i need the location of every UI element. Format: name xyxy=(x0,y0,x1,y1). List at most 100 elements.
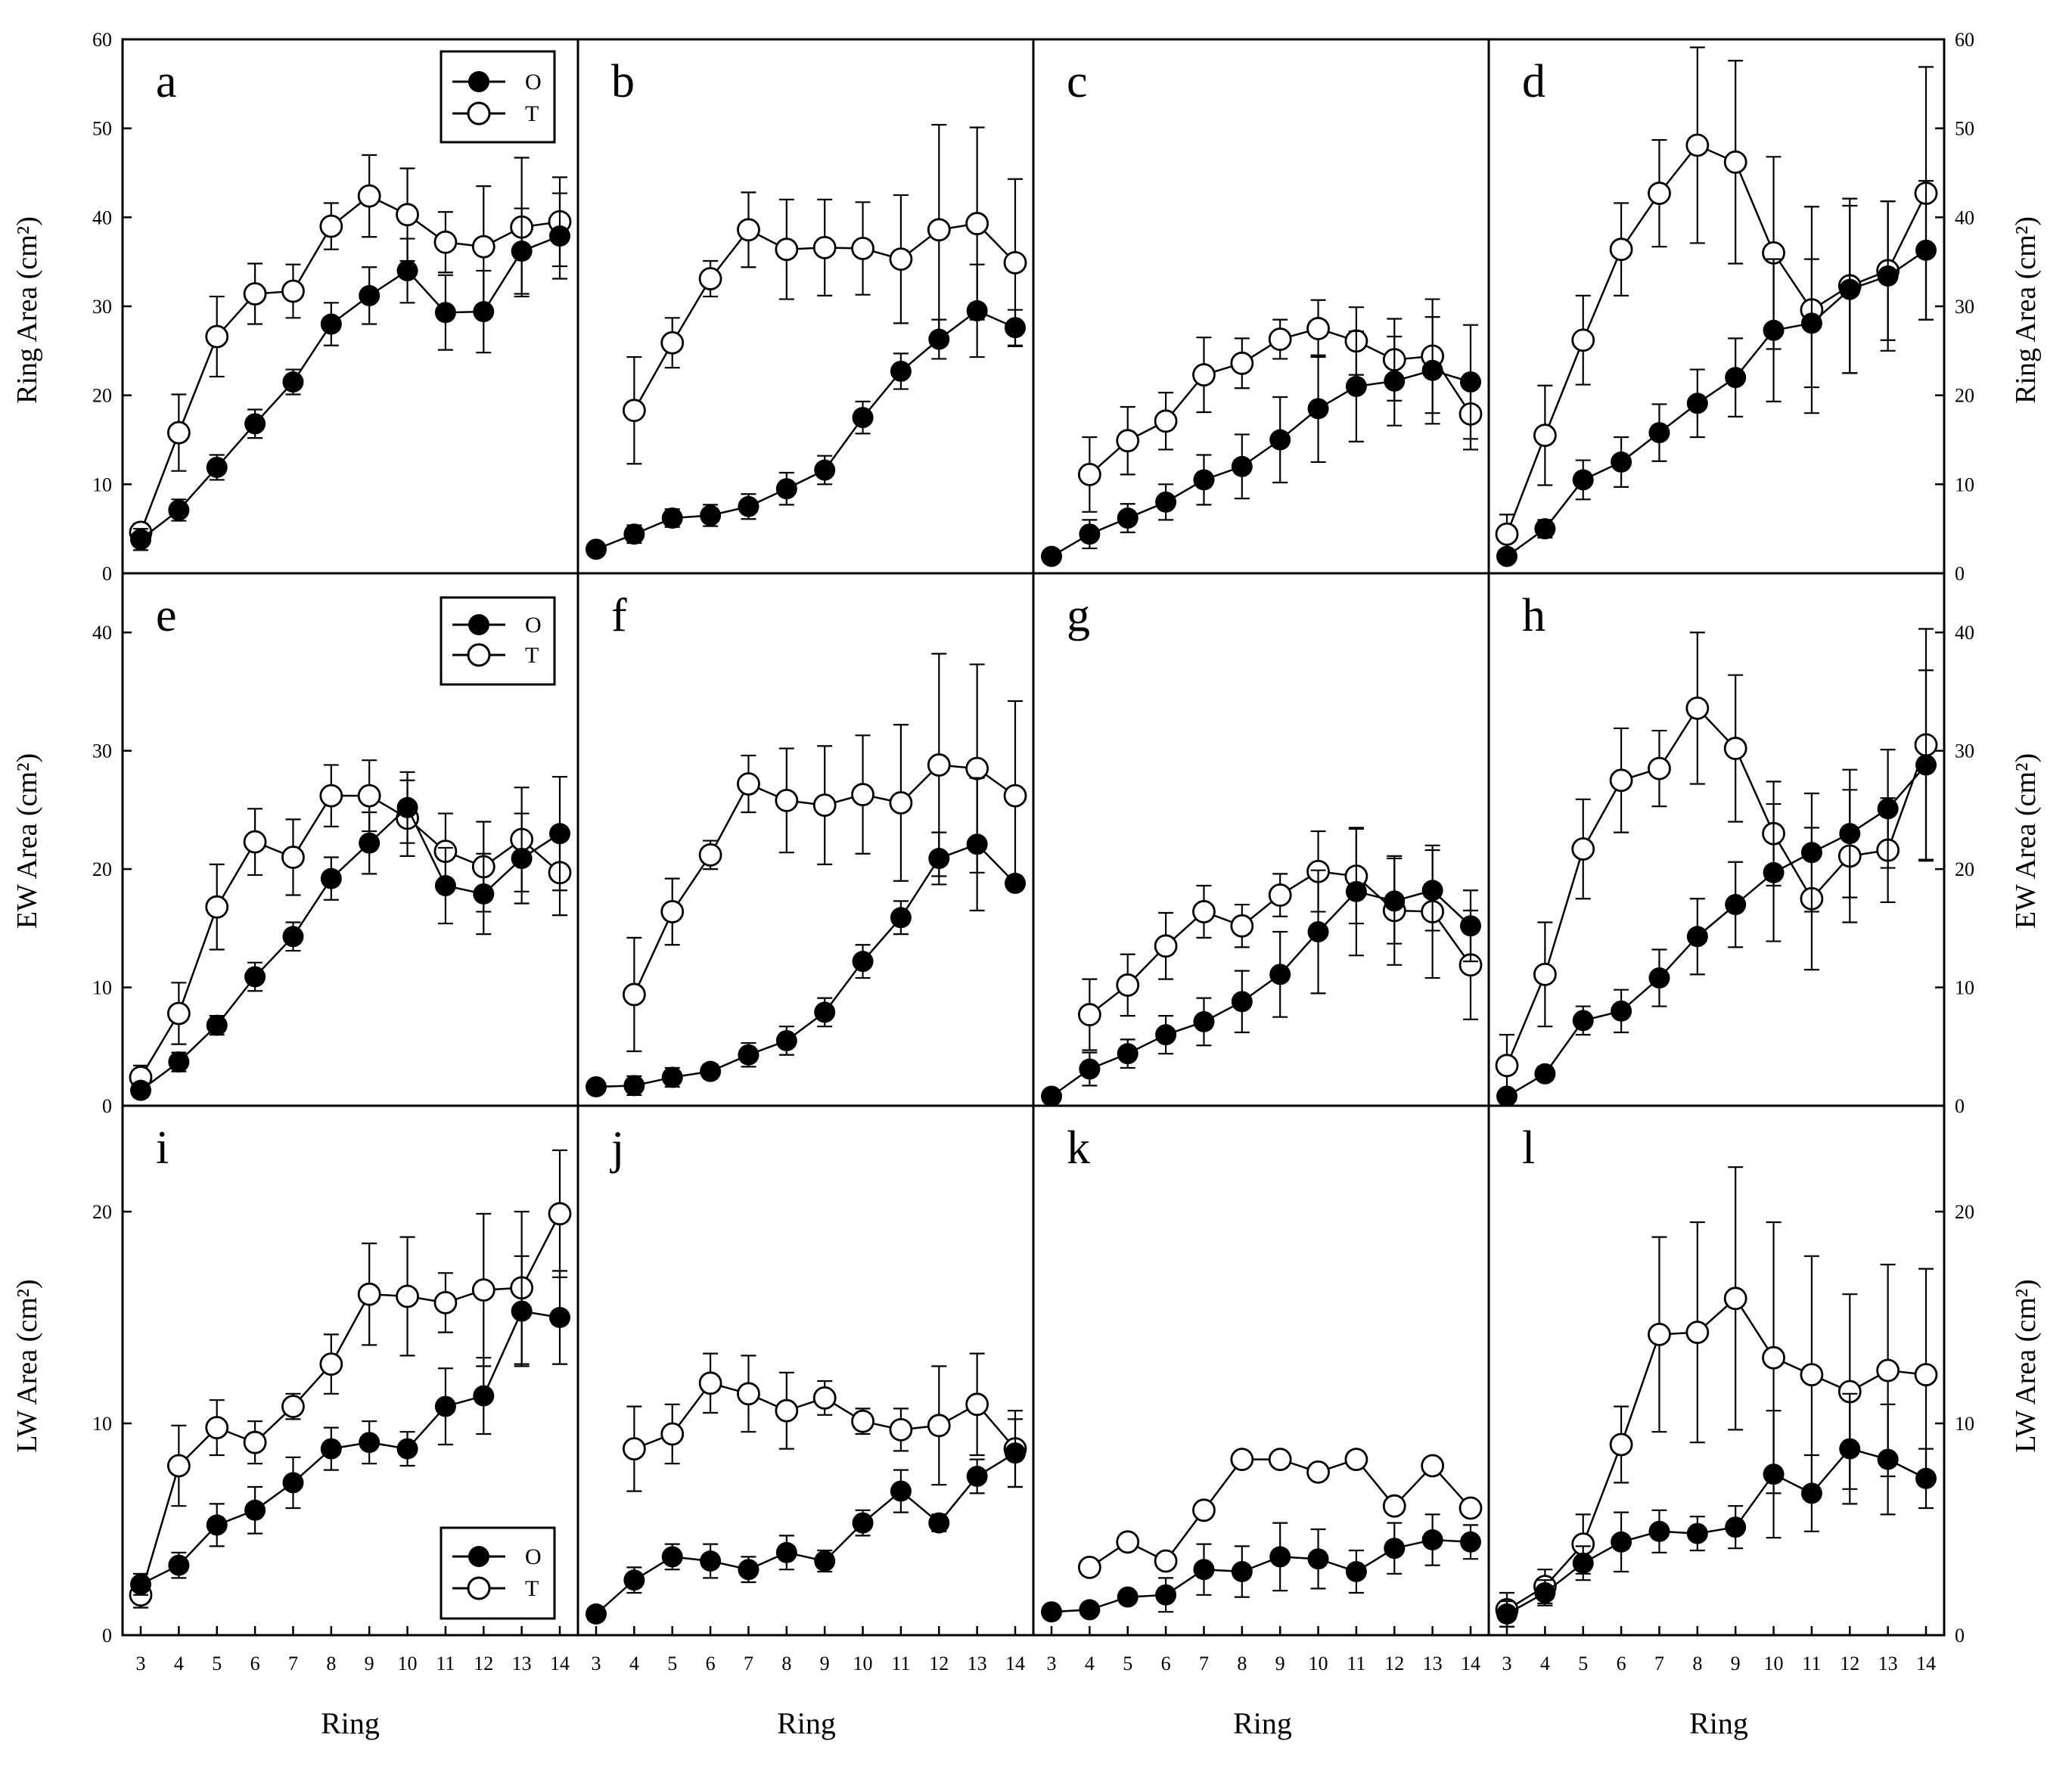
x-tick-label: 9 xyxy=(1275,1653,1285,1674)
point-o xyxy=(1839,1438,1861,1460)
point-o xyxy=(244,1499,266,1521)
point-t xyxy=(965,756,989,781)
legend-panel-i: O T xyxy=(440,1526,556,1620)
x-tick-label: 14 xyxy=(1916,1653,1936,1674)
x-tick-label: 8 xyxy=(326,1653,336,1674)
x-tick-label: 6 xyxy=(706,1653,716,1674)
point-o xyxy=(1421,880,1443,902)
panel-frame xyxy=(1487,38,1946,575)
series-t-line xyxy=(1506,1296,1927,1611)
point-o xyxy=(359,832,381,854)
point-o xyxy=(549,225,570,247)
point-t xyxy=(1648,1323,1671,1346)
point-t xyxy=(1685,696,1710,720)
point-t xyxy=(1003,784,1027,808)
y-axis-title-row1-right: Ring Area (cm²) xyxy=(2010,216,2042,404)
panel-l: l 0 10 20 3 4 5 6 7 8 9 10 11 12 13 14 xyxy=(1487,1104,1974,1674)
point-t xyxy=(1077,1003,1101,1026)
point-t xyxy=(1648,756,1671,781)
point-o xyxy=(1155,491,1177,513)
series-t xyxy=(1495,1166,1938,1628)
point-o xyxy=(359,1432,381,1454)
y-tick-label: 30 xyxy=(92,296,112,318)
point-o xyxy=(738,495,760,517)
point-o xyxy=(1155,1024,1177,1046)
point-t xyxy=(1154,1549,1178,1573)
legend-marker-filled xyxy=(468,1546,489,1567)
legend-marker-filled xyxy=(468,71,489,92)
point-o xyxy=(396,1438,418,1460)
point-t xyxy=(965,212,989,235)
x-tick-label: 13 xyxy=(512,1653,532,1674)
panel-frame xyxy=(576,1104,1035,1637)
point-t xyxy=(660,331,685,355)
x-tick-label: 14 xyxy=(1461,1653,1480,1674)
panel-label: i xyxy=(156,1122,169,1174)
point-t xyxy=(1230,914,1254,938)
point-o xyxy=(206,1514,228,1536)
point-t xyxy=(357,1282,381,1306)
y-tick-label: 0 xyxy=(102,1095,112,1117)
point-o xyxy=(1800,842,1822,864)
point-t xyxy=(965,1392,989,1417)
point-t xyxy=(319,784,343,808)
point-o xyxy=(1915,754,1937,776)
point-t xyxy=(1154,934,1178,958)
point-o xyxy=(1800,312,1822,334)
point-o xyxy=(1421,1529,1443,1550)
x-tick-label: 13 xyxy=(1423,1653,1443,1674)
point-t xyxy=(166,421,191,445)
point-o xyxy=(775,1541,797,1563)
x-tick-label: 7 xyxy=(1654,1653,1664,1674)
series-t-line xyxy=(1505,144,1928,535)
y-tick-label: 0 xyxy=(102,563,112,585)
point-o xyxy=(1534,1063,1556,1085)
point-t xyxy=(1609,768,1633,793)
point-t xyxy=(243,830,267,854)
point-t xyxy=(205,324,229,349)
series-o-line xyxy=(1051,369,1471,557)
series-o-line xyxy=(1506,764,1927,1097)
point-t xyxy=(1800,1363,1824,1386)
series-o-line xyxy=(595,309,1016,551)
point-o xyxy=(1307,921,1329,943)
point-o xyxy=(511,848,533,870)
y-tick-label: 0 xyxy=(102,1625,112,1647)
x-tick-label: 10 xyxy=(1764,1653,1784,1674)
point-o xyxy=(1193,1010,1215,1032)
legend-label-t: T xyxy=(525,101,539,126)
panel-label: k xyxy=(1067,1122,1090,1174)
legend-marker-filled xyxy=(468,614,489,635)
point-o xyxy=(1496,1085,1517,1107)
point-o xyxy=(661,1066,683,1088)
point-t xyxy=(1116,973,1140,997)
point-o xyxy=(738,1559,760,1581)
point-o xyxy=(1079,1599,1101,1621)
x-tick-label: 5 xyxy=(667,1653,677,1674)
point-t xyxy=(396,203,419,227)
point-t xyxy=(1458,1496,1483,1520)
y-tick-label: 20 xyxy=(92,858,112,880)
point-o xyxy=(1269,964,1291,985)
point-t xyxy=(1723,737,1747,760)
x-tick-label: 8 xyxy=(1692,1653,1702,1674)
x-tick-label: 10 xyxy=(853,1653,873,1674)
point-o xyxy=(168,1051,190,1073)
panel-label: d xyxy=(1522,56,1545,107)
y-tick-label: 10 xyxy=(1955,473,1974,495)
y-tick-label: 10 xyxy=(1955,977,1974,999)
panel-frame xyxy=(1032,1104,1490,1637)
point-t xyxy=(1723,1286,1747,1311)
panel-label: l xyxy=(1522,1122,1535,1174)
legend-panel-e: O T xyxy=(440,596,556,686)
point-t xyxy=(889,247,913,272)
x-axis-title-col2: Ring xyxy=(777,1706,836,1740)
x-tick-label: 4 xyxy=(174,1653,184,1674)
y-tick-label: 60 xyxy=(1955,29,1974,51)
panel-frame xyxy=(576,38,1035,575)
series-o xyxy=(1041,827,1481,1107)
panel-h: h 0 10 20 30 40 xyxy=(1487,572,1974,1117)
point-t xyxy=(660,900,685,923)
y-axis-title-row2-left: EW Area (cm²) xyxy=(11,753,43,929)
point-t xyxy=(1609,1432,1633,1457)
